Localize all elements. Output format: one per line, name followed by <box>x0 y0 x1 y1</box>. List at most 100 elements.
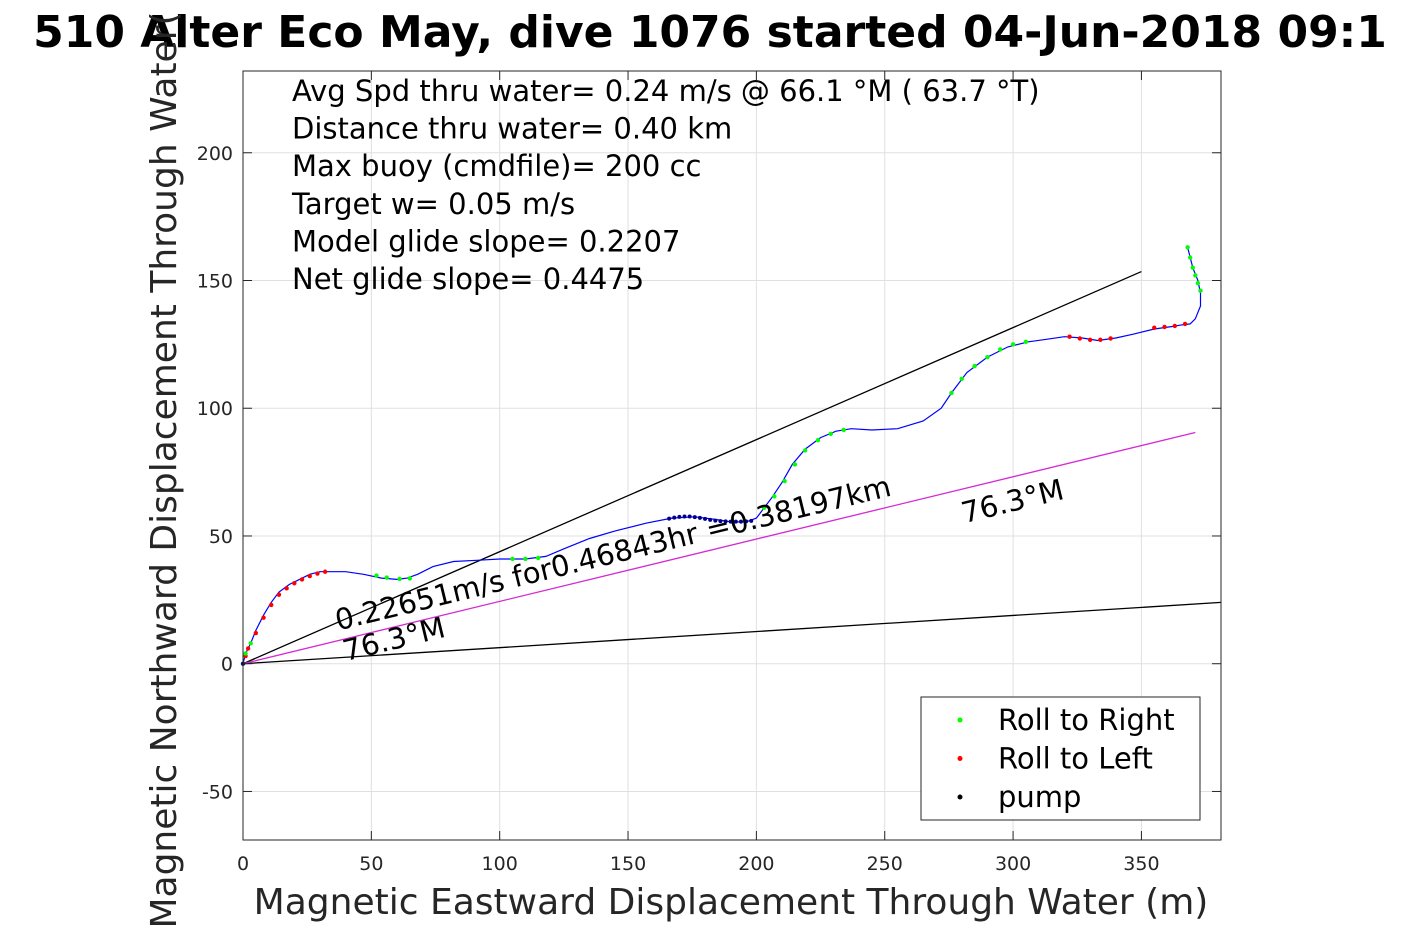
roll-to-left-point <box>322 569 328 574</box>
roll-to-right-point <box>1198 288 1203 293</box>
roll-to-right-point <box>985 354 990 360</box>
roll-to-right-point <box>761 505 767 511</box>
pump-point <box>703 516 708 521</box>
y-axis-label: Magnetic Northward Displacement Through … <box>144 11 185 928</box>
pump-point <box>667 516 672 521</box>
legend: Roll to Right Roll to Left pump <box>920 696 1201 821</box>
legend-marker <box>957 717 963 723</box>
roll-to-left-point <box>1067 334 1072 339</box>
roll-to-right-point <box>782 478 787 484</box>
axis-ticks: 0 50 100 150 200 250 300 350 -50 0 50 100 150 200 <box>197 71 1221 875</box>
grid-lines <box>242 71 1221 840</box>
roll-to-right-point <box>828 431 834 436</box>
y-tick-label: 0 <box>221 654 233 676</box>
roll-to-right-point <box>407 576 413 581</box>
roll-to-right-point <box>815 437 821 443</box>
pump-point <box>744 519 749 524</box>
x-axis-label: Magnetic Eastward Displacement Through W… <box>254 882 1209 923</box>
roll-to-right-point <box>802 448 808 453</box>
y-tick-label: -50 <box>202 781 233 803</box>
legend-label: pump <box>998 780 1081 814</box>
pump-point <box>682 514 687 519</box>
roll-to-right-point <box>1190 265 1195 270</box>
roll-to-right-point <box>1023 339 1029 345</box>
glider-track-line <box>242 247 1202 664</box>
pump-point <box>692 515 697 520</box>
legend-marker <box>957 794 963 800</box>
pump-point <box>733 519 738 524</box>
x-tick-label: 300 <box>995 853 1031 875</box>
legend-box <box>920 696 1201 821</box>
roll-to-right-point <box>1185 245 1190 250</box>
reference-lines <box>242 270 1222 665</box>
stat-line: Target w= 0.05 m/s <box>291 187 575 221</box>
plot-frame <box>242 70 1222 841</box>
chart-title: 510 Alter Eco May, dive 1076 started 04-… <box>33 7 1387 58</box>
x-tick-label: 150 <box>610 853 646 875</box>
roll-to-right-point <box>374 573 379 578</box>
pump-point <box>723 519 728 524</box>
roll-to-right-point <box>510 556 515 562</box>
reference-line-1 <box>242 270 1142 665</box>
pump-point <box>749 518 754 523</box>
roll-to-left-point <box>284 586 289 591</box>
roll-to-left-point <box>261 615 266 620</box>
track-layer <box>242 247 1202 664</box>
roll-to-left-point <box>299 577 305 582</box>
roll-to-right-point <box>998 347 1003 352</box>
roll-to-left-point <box>253 630 259 636</box>
pump-point <box>728 519 733 524</box>
stat-line: Max buoy (cmdfile)= 200 cc <box>292 149 701 183</box>
roll-to-right-point <box>535 555 541 561</box>
y-tick-label: 50 <box>209 526 233 548</box>
legend-marker <box>957 756 963 761</box>
x-tick-label: 100 <box>482 853 518 875</box>
legend-label: Roll to Left <box>998 742 1153 776</box>
roll-to-right-point <box>792 462 798 467</box>
pump-point <box>687 514 692 519</box>
roll-to-right-point <box>841 427 846 433</box>
y-tick-label: 150 <box>197 270 233 292</box>
roll-to-right-point <box>772 494 777 499</box>
x-tick-label: 0 <box>237 853 249 875</box>
pump-point <box>677 514 682 519</box>
roll-to-left-point <box>1108 336 1113 341</box>
roll-to-left-point <box>269 602 274 608</box>
roll-to-right-point <box>1010 342 1016 347</box>
stat-line: Net glide slope= 0.4475 <box>292 262 644 296</box>
roll-to-left-point <box>315 571 320 576</box>
roll-to-right-point <box>248 641 253 646</box>
stat-line: Distance thru water= 0.40 km <box>292 112 732 146</box>
pump-point <box>672 515 677 520</box>
stats-block: Avg Spd thru water= 0.24 m/s @ 66.1 °M (… <box>291 74 1040 296</box>
x-tick-label: 250 <box>867 853 903 875</box>
pump-point <box>708 517 713 522</box>
marker-layer <box>240 245 1203 666</box>
stat-line: Model glide slope= 0.2207 <box>292 224 680 258</box>
roll-to-right-point <box>959 376 964 382</box>
roll-to-left-point <box>292 581 297 586</box>
y-tick-label: 100 <box>197 398 233 420</box>
roll-to-left-point <box>1098 337 1103 342</box>
roll-to-right-point <box>523 556 528 562</box>
roll-to-left-point <box>1182 321 1188 327</box>
reference-line-3 <box>242 431 1196 665</box>
roll-to-left-point <box>276 592 282 597</box>
roll-to-right-point <box>972 363 977 369</box>
pump-point <box>713 518 718 523</box>
roll-to-right-point <box>1193 273 1198 278</box>
roll-to-left-point <box>1162 324 1167 330</box>
legend-label: Roll to Right <box>998 703 1175 737</box>
pump-point <box>718 519 723 524</box>
roll-to-left-point <box>1152 325 1157 330</box>
roll-to-right-point <box>949 390 954 396</box>
roll-to-left-point <box>1077 336 1083 341</box>
roll-to-left-point <box>245 646 251 651</box>
roll-to-left-point <box>307 573 312 579</box>
roll-to-right-point <box>243 651 248 656</box>
x-tick-label: 50 <box>359 853 383 875</box>
pump-point <box>697 515 702 520</box>
roll-to-left-point <box>1087 337 1093 342</box>
reference-line-2 <box>242 601 1222 665</box>
